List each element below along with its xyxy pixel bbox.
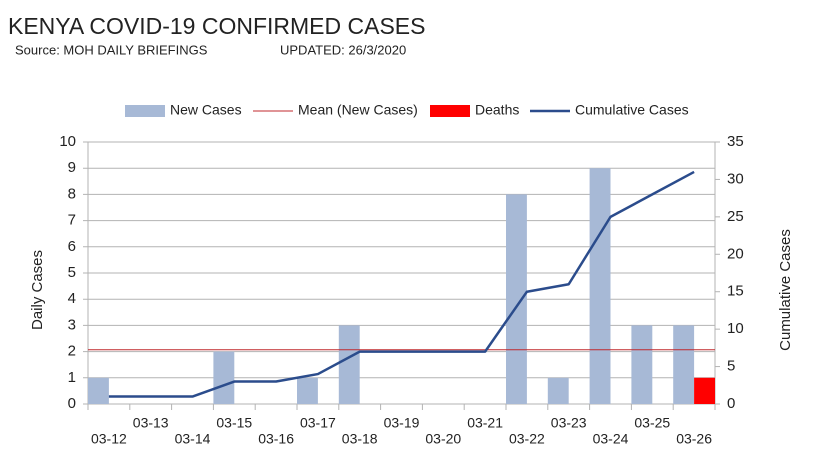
x-tick-label: 03-12: [91, 431, 127, 447]
x-tick-label: 03-23: [551, 415, 587, 431]
y-tick-label: 0: [68, 395, 76, 412]
y-tick-label: 10: [59, 133, 76, 150]
legend-swatch: [430, 105, 470, 117]
y2-tick-label: 0: [727, 395, 735, 412]
y2-tick-label: 30: [727, 170, 744, 187]
x-tick-label: 03-15: [216, 415, 252, 431]
x-tick-label: 03-26: [676, 431, 712, 447]
x-tick-label: 03-17: [300, 415, 336, 431]
bar: [694, 377, 715, 404]
bar: [297, 377, 318, 404]
y-tick-label: 2: [68, 343, 76, 360]
x-tick-label: 03-20: [425, 431, 461, 447]
y2-tick-label: 25: [727, 208, 744, 225]
legend-swatch: [125, 105, 165, 117]
bar: [506, 194, 527, 404]
chart-title: KENYA COVID-19 CONFIRMED CASES: [8, 13, 426, 39]
bar: [589, 168, 611, 404]
updated-note: UPDATED: 26/3/2020: [280, 42, 406, 57]
bar: [88, 377, 109, 404]
y-tick-label: 6: [68, 238, 76, 255]
cumulative-line: [108, 170, 695, 398]
y-tick-label: 5: [68, 264, 76, 281]
y-axis-label: Daily Cases: [29, 250, 46, 330]
bar: [631, 325, 653, 404]
y-tick-label: 3: [68, 316, 76, 333]
x-tick-label: 03-13: [133, 415, 169, 431]
y2-tick-label: 35: [727, 133, 744, 150]
legend-label: Deaths: [475, 102, 519, 118]
x-tick-label: 03-24: [593, 431, 629, 447]
y-tick-label: 8: [68, 185, 76, 202]
x-tick-label: 03-18: [342, 431, 378, 447]
y2-tick-label: 20: [727, 245, 744, 262]
x-tick-label: 03-22: [509, 431, 545, 447]
legend-label: Cumulative Cases: [575, 102, 689, 118]
legend-label: New Cases: [170, 102, 242, 118]
x-tick-label: 03-14: [175, 431, 211, 447]
y2-axis-label: Cumulative Cases: [777, 229, 794, 351]
y-tick-label: 1: [68, 369, 76, 386]
bar: [673, 325, 695, 404]
bar: [338, 325, 360, 404]
legend-label: Mean (New Cases): [298, 102, 418, 118]
y2-tick-label: 5: [727, 358, 735, 375]
x-tick-label: 03-25: [634, 415, 670, 431]
bar: [213, 351, 235, 404]
y-tick-label: 7: [68, 212, 76, 229]
x-tick-label: 03-21: [467, 415, 503, 431]
x-tick-label: 03-19: [384, 415, 420, 431]
y-tick-label: 9: [68, 159, 76, 176]
y2-tick-label: 10: [727, 320, 744, 337]
chart-subtitle: Source: MOH DAILY BRIEFINGS: [15, 42, 208, 57]
bar: [547, 377, 569, 404]
x-tick-label: 03-16: [258, 431, 294, 447]
y-tick-label: 4: [68, 290, 76, 307]
y2-tick-label: 15: [727, 283, 744, 300]
